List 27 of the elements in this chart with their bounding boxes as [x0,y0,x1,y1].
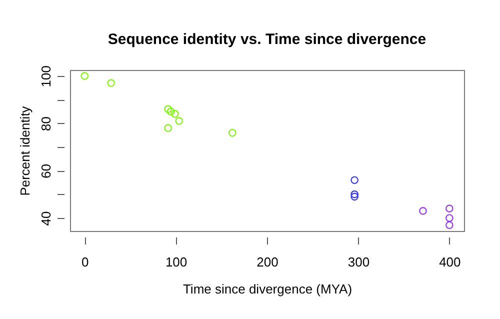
point [350,176,358,184]
y-axis-title: Percent identity [18,106,32,196]
point [166,108,175,116]
x-tick-label: 300 [348,254,370,270]
chart-title: Sequence identity vs. Time since divergence [108,31,426,48]
point [164,105,172,113]
y-tick-label: 80 [38,116,54,132]
x-axis-title: Time since divergence (MYA) [182,282,352,296]
y-tick-label: 60 [38,164,54,178]
point [80,72,88,80]
point [446,221,454,229]
x-tick-label: 100 [165,254,188,270]
point [164,124,172,132]
y-tick-label: 100 [38,66,54,88]
point [175,117,183,125]
y-tick-label: 40 [38,211,54,226]
point [419,206,427,215]
point [107,79,115,87]
x-tick-label: 400 [439,254,461,270]
x-tick-label: 0 [81,254,89,270]
x-tick-label: 200 [256,254,278,270]
point [446,204,454,212]
point [350,190,358,198]
point [228,128,236,137]
point [170,110,179,118]
point [350,192,358,201]
point [446,214,454,222]
